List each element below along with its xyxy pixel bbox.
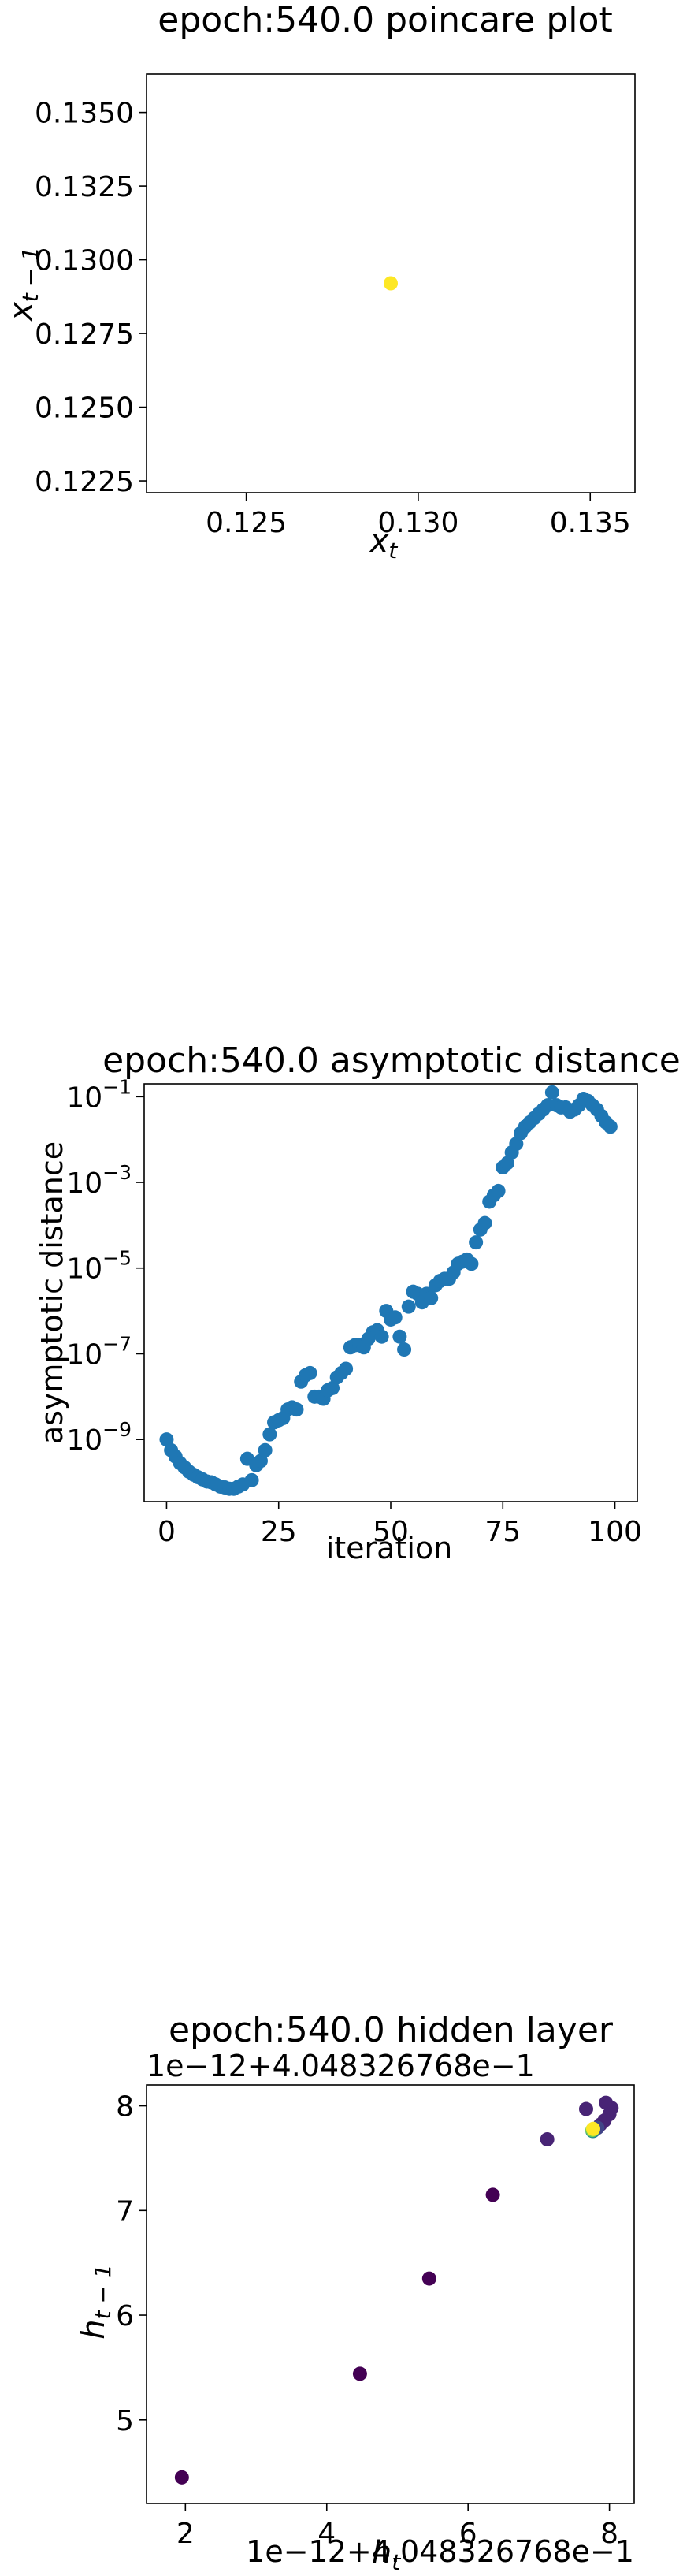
asymptotic-x-tick-label: 100 bbox=[588, 1516, 642, 1548]
asymptotic-distance-chart: epoch:540.0 asymptotic distance 0 25 50 75 1… bbox=[35, 1040, 681, 1565]
poincare-y-tick-label: 0.1350 bbox=[35, 98, 134, 130]
hidden-layer-y-tick-label: 8 bbox=[116, 2091, 134, 2124]
hidden-layer-y-tick-label: 6 bbox=[116, 2300, 134, 2332]
asymptotic-y-tick-label: 10−9 bbox=[66, 1418, 132, 1457]
hidden-layer-x-ticks: 2 4 6 8 bbox=[176, 2503, 618, 2550]
hidden-layer-x-offset-label: 1e−12+4.048326768e−1 bbox=[246, 2534, 634, 2569]
asymptotic-point bbox=[325, 1380, 340, 1395]
hidden-layer-point bbox=[585, 2121, 600, 2136]
poincare-x-tick-label: 0.125 bbox=[206, 507, 287, 539]
poincare-plot-area bbox=[146, 73, 636, 493]
asymptotic-point bbox=[603, 1119, 618, 1134]
hidden-layer-point bbox=[174, 2470, 189, 2485]
hidden-layer-y-offset-label: 1e−12+4.048326768e−1 bbox=[147, 2049, 535, 2083]
poincare-y-ticks: 0.1225 0.1250 0.1275 0.1300 0.1325 0.1350 bbox=[35, 98, 147, 498]
asymptotic-point bbox=[401, 1299, 416, 1314]
asymptotic-x-ticks: 0 25 50 75 100 bbox=[158, 1502, 642, 1548]
asymptotic-title: epoch:540.0 asymptotic distance bbox=[102, 1040, 681, 1081]
svg-text:ht: ht bbox=[372, 2535, 401, 2575]
asymptotic-x-label: iteration bbox=[326, 1531, 453, 1565]
hidden-layer-x-tick-label: 6 bbox=[459, 2518, 477, 2550]
poincare-y-tick-label: 0.1250 bbox=[35, 393, 134, 425]
poincare-y-tick-label: 0.1300 bbox=[35, 245, 134, 277]
asymptotic-y-tick-label: 10−3 bbox=[66, 1161, 132, 1200]
hidden-layer-y-tick-label: 5 bbox=[116, 2405, 134, 2437]
asymptotic-point bbox=[253, 1454, 268, 1469]
asymptotic-point bbox=[303, 1365, 317, 1380]
asymptotic-y-ticks: 10−9 10−7 10−5 10−3 10−1 bbox=[66, 1075, 144, 1457]
asymptotic-point bbox=[374, 1329, 389, 1344]
svg-text:xt − 1: xt − 1 bbox=[3, 247, 43, 322]
poincare-point bbox=[384, 276, 398, 291]
asymptotic-point bbox=[392, 1329, 407, 1344]
poincare-x-ticks: 0.125 0.130 0.135 bbox=[206, 493, 631, 539]
asymptotic-point bbox=[424, 1290, 439, 1305]
asymptotic-x-tick-label: 75 bbox=[484, 1516, 521, 1548]
asymptotic-y-tick-label: 10−1 bbox=[66, 1075, 132, 1114]
asymptotic-x-tick-label: 0 bbox=[158, 1516, 176, 1548]
asymptotic-point bbox=[159, 1432, 174, 1447]
hidden-layer-point bbox=[421, 2271, 436, 2286]
poincare-points bbox=[384, 276, 398, 291]
asymptotic-y-tick-label: 10−7 bbox=[66, 1332, 132, 1371]
asymptotic-point bbox=[397, 1342, 412, 1357]
hidden-layer-x-tick-label: 4 bbox=[317, 2518, 336, 2550]
hidden-layer-point bbox=[352, 2366, 367, 2381]
poincare-y-tick-label: 0.1275 bbox=[35, 318, 134, 351]
asymptotic-point bbox=[544, 1085, 559, 1100]
asymptotic-point bbox=[464, 1256, 479, 1271]
asymptotic-point bbox=[244, 1472, 259, 1487]
hidden-layer-x-tick-label: 2 bbox=[176, 2518, 195, 2550]
asymptotic-y-label: asymptotic distance bbox=[35, 1141, 69, 1444]
asymptotic-point bbox=[477, 1215, 492, 1230]
poincare-title: epoch:540.0 poincare plot bbox=[158, 0, 612, 40]
hidden-layer-y-tick-label: 7 bbox=[116, 2195, 134, 2228]
asymptotic-point bbox=[491, 1183, 506, 1198]
asymptotic-point bbox=[469, 1235, 484, 1250]
hidden-layer-point bbox=[485, 2187, 500, 2202]
hidden-layer-x-label: ht bbox=[372, 2535, 401, 2575]
hidden-layer-x-tick-label: 8 bbox=[600, 2518, 618, 2550]
hidden-layer-title: epoch:540.0 hidden layer bbox=[169, 2010, 614, 2050]
hidden-layer-point bbox=[578, 2101, 593, 2116]
hidden-layer-y-label: ht − 1 bbox=[76, 2264, 116, 2339]
asymptotic-point bbox=[339, 1361, 354, 1376]
asymptotic-point bbox=[499, 1156, 514, 1171]
hidden-layer-chart: epoch:540.0 hidden layer 1e−12+4.0483267… bbox=[76, 2010, 635, 2575]
hidden-layer-points bbox=[174, 2095, 619, 2485]
poincare-y-tick-label: 0.1325 bbox=[35, 171, 134, 203]
asymptotic-x-tick-label: 25 bbox=[261, 1516, 297, 1548]
poincare-y-label: xt − 1 bbox=[3, 247, 43, 322]
poincare-x-tick-label: 0.135 bbox=[550, 507, 631, 539]
asymptotic-point bbox=[509, 1137, 524, 1152]
poincare-chart: epoch:540.0 poincare plot 0.125 0.130 0.13… bbox=[3, 0, 636, 564]
asymptotic-point bbox=[262, 1427, 277, 1442]
hidden-layer-y-ticks: 5 6 7 8 bbox=[116, 2091, 147, 2437]
asymptotic-points bbox=[159, 1085, 618, 1496]
asymptotic-point bbox=[289, 1402, 304, 1417]
hidden-layer-point bbox=[540, 2132, 555, 2147]
hidden-layer-plot-area bbox=[146, 2084, 635, 2504]
asymptotic-x-tick-label: 50 bbox=[373, 1516, 409, 1548]
asymptotic-point bbox=[258, 1442, 273, 1457]
asymptotic-point bbox=[388, 1310, 403, 1325]
svg-text:ht − 1: ht − 1 bbox=[76, 2264, 116, 2339]
asymptotic-plot-area bbox=[143, 1083, 638, 1502]
poincare-y-tick-label: 0.1225 bbox=[35, 466, 134, 498]
asymptotic-y-tick-label: 10−5 bbox=[66, 1247, 132, 1286]
poincare-x-tick-label: 0.130 bbox=[377, 507, 458, 539]
